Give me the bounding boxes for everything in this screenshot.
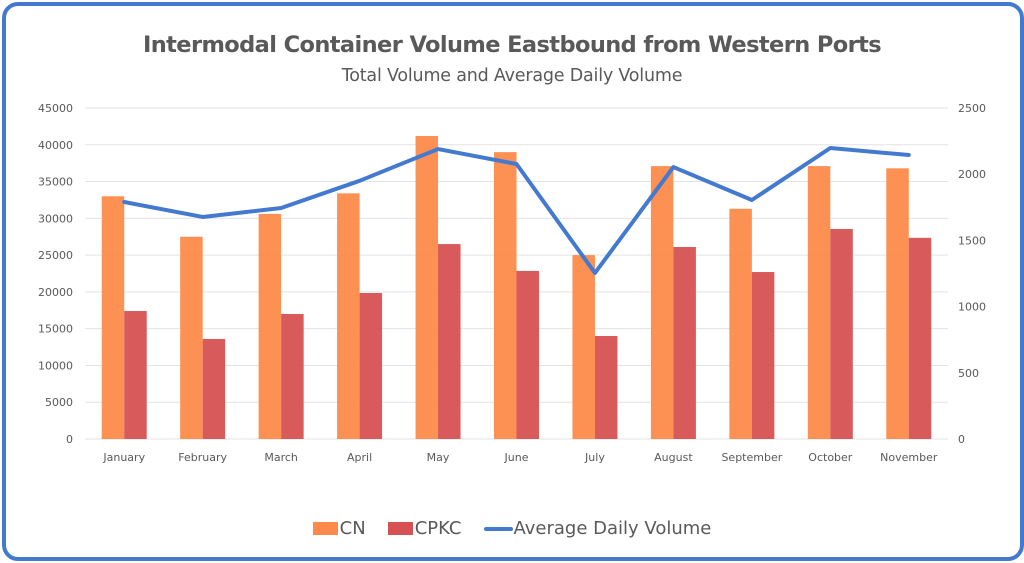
x-tick-label: March — [264, 451, 298, 464]
legend-item-cpkc: CPKC — [387, 518, 462, 539]
bar-cpkc — [516, 270, 539, 439]
y2-tick-label: 1500 — [958, 234, 986, 247]
legend-label-average-daily-volume: Average Daily Volume — [513, 518, 712, 539]
legend-item-average-daily-volume: Average Daily Volume — [483, 518, 712, 539]
x-tick-label: October — [808, 451, 852, 464]
bar-cpkc — [830, 228, 853, 439]
bar-cn — [180, 236, 203, 439]
bar-cn — [729, 208, 752, 439]
bar-cpkc — [594, 336, 618, 439]
x-tick-label: August — [654, 451, 693, 464]
x-tick-label: May — [427, 451, 450, 464]
bar-cpkc — [673, 247, 696, 439]
x-tick-label: June — [504, 451, 529, 464]
x-axis-ticks: January February March April May June July Augu… — [102, 451, 937, 464]
bar-cn — [101, 196, 125, 439]
y-tick-label: 10000 — [38, 359, 73, 372]
y-tick-label: 5000 — [45, 396, 73, 409]
legend-label-cn: CN — [339, 518, 366, 539]
bar-cn — [886, 168, 909, 439]
bar-cpkc — [281, 313, 304, 439]
bars — [101, 135, 932, 439]
x-tick-label: April — [347, 451, 372, 464]
legend-swatch-cn — [312, 522, 338, 535]
bar-cn — [494, 152, 517, 439]
bar-cpkc — [438, 244, 461, 439]
legend-swatch-cpkc — [387, 522, 413, 535]
y-tick-label: 25000 — [38, 249, 73, 262]
bar-cn — [415, 135, 439, 439]
y-tick-label: 15000 — [38, 323, 73, 336]
right-axis-ticks: 0 500 1000 1500 2000 2500 — [958, 102, 986, 446]
y-tick-label: 35000 — [38, 176, 73, 189]
bar-cn — [807, 166, 831, 439]
legend-item-cn: CN — [312, 518, 366, 539]
y2-tick-label: 1000 — [958, 301, 986, 314]
bar-cn — [337, 193, 360, 439]
bar-cn — [650, 166, 674, 439]
bar-cpkc — [751, 272, 775, 439]
bar-cpkc — [124, 311, 147, 439]
legend-label-cpkc: CPKC — [414, 518, 462, 539]
y-tick-label: 40000 — [38, 139, 73, 152]
y2-tick-label: 0 — [958, 433, 965, 446]
y2-tick-label: 2500 — [958, 102, 986, 115]
bar-cpkc — [359, 292, 383, 439]
bar-cn — [572, 255, 595, 439]
chart-title: Intermodal Container Volume Eastbound fr… — [142, 32, 882, 58]
bar-cpkc — [908, 237, 932, 439]
bar-cn — [258, 213, 282, 439]
y-tick-label: 0 — [66, 433, 73, 446]
x-tick-label: July — [584, 451, 605, 464]
x-tick-label: September — [721, 451, 782, 464]
chart-subtitle: Total Volume and Average Daily Volume — [341, 66, 683, 86]
y2-tick-label: 2000 — [958, 168, 986, 181]
y-tick-label: 30000 — [38, 212, 73, 225]
x-tick-label: February — [178, 451, 227, 464]
bar-cpkc — [202, 338, 226, 439]
left-axis-ticks: 0 5000 10000 15000 20000 25000 30000 35000 40000… — [38, 102, 73, 446]
x-tick-label: January — [102, 451, 145, 464]
legend-swatch-average-daily-volume — [483, 526, 513, 531]
y2-tick-label: 500 — [958, 367, 979, 380]
x-tick-label: November — [880, 451, 938, 464]
legend: CN CPKC Average Daily Volume — [0, 518, 1024, 539]
y-tick-label: 20000 — [38, 286, 73, 299]
line-series — [122, 145, 911, 275]
y-tick-label: 45000 — [38, 102, 73, 115]
